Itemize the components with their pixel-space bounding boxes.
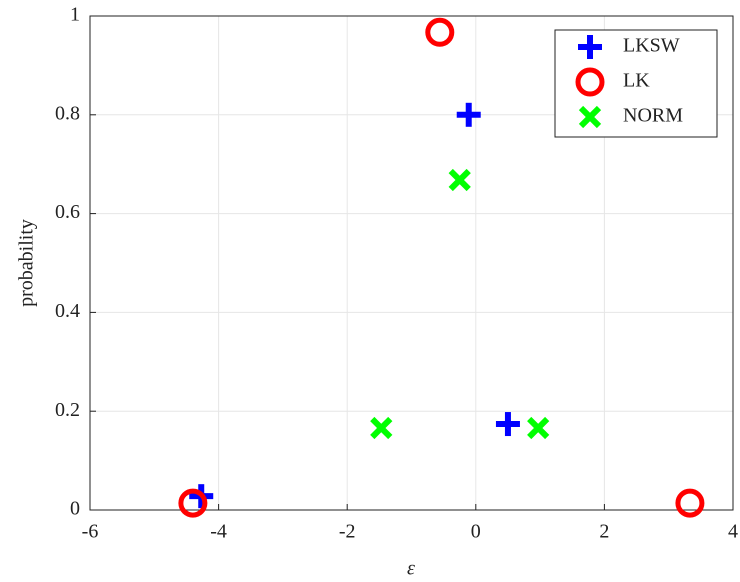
point (675, 488, 705, 518)
point (370, 416, 393, 440)
y-tick-label: 0.6 (55, 201, 80, 223)
point (425, 17, 455, 47)
axes-box (89, 15, 734, 511)
y-tick-label: 1 (70, 4, 80, 26)
legend-marker (578, 105, 602, 129)
x-tick-label: -4 (210, 521, 227, 543)
point (178, 488, 208, 518)
point (527, 416, 550, 440)
y-tick-label: 0 (70, 498, 80, 520)
x-axis-label: ε (407, 558, 415, 580)
point-stroke (448, 168, 471, 192)
legend-marker-stroke (578, 105, 602, 129)
legend-marker (575, 67, 605, 97)
x-tick-label: -2 (339, 521, 356, 543)
legend-label: LK (623, 70, 650, 92)
x-tick-label: 2 (599, 521, 609, 543)
y-axis-label: probability (16, 219, 38, 307)
point (456, 102, 481, 127)
point (448, 168, 471, 192)
point-stroke (370, 416, 393, 440)
y-tick-label: 0.2 (55, 399, 80, 421)
x-tick-label: 0 (471, 521, 481, 543)
legend-label: NORM (623, 105, 683, 127)
legend-label: LKSW (623, 35, 680, 57)
x-tick-label: -6 (82, 521, 99, 543)
point (495, 412, 520, 437)
point-stroke (527, 416, 550, 440)
y-tick-label: 0.4 (55, 300, 80, 322)
y-tick-label: 0.8 (55, 102, 80, 124)
legend-marker (578, 35, 602, 59)
x-tick-label: 4 (728, 521, 738, 543)
